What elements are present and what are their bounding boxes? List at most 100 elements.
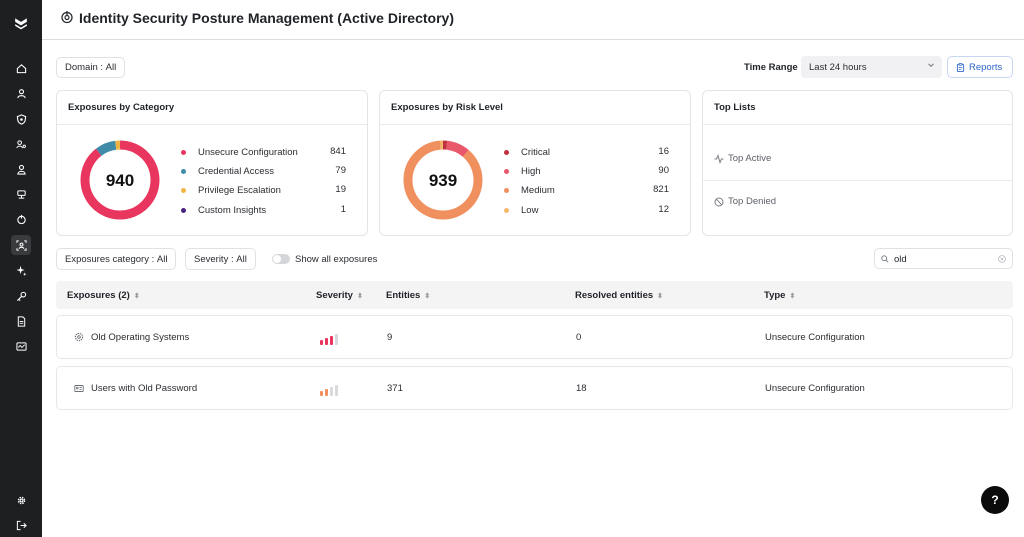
ispm-icon[interactable] [11,235,31,255]
table-row[interactable]: Users with Old Password 371 18 Unsecure … [56,366,1013,410]
entities-count: 9 [387,332,393,343]
severity-bar [335,385,338,396]
legend-dot [504,149,509,155]
top-denied-label: Top Denied [728,196,777,207]
sidebar [0,0,42,537]
activity-pulse-icon [714,153,724,164]
divider [380,124,690,125]
divider [703,180,1012,181]
legend-value: 841 [330,146,346,157]
legend-item: High [504,164,541,178]
search-value: old [894,254,907,265]
card-title: Top Lists [714,102,756,113]
exposure-type: Unsecure Configuration [765,332,865,343]
legend-item: Privilege Escalation [181,183,281,197]
column-header-severity[interactable]: Severity ⬍ [316,290,363,301]
exposures-category-filter[interactable]: Exposures category : All [56,248,177,270]
users-key-icon[interactable] [11,134,31,154]
posture-icon[interactable] [11,209,31,229]
page-title: Identity Security Posture Management (Ac… [79,10,454,26]
severity-bar [330,387,333,396]
resolved-entities-count: 0 [576,332,582,343]
legend-item: Credential Access [181,164,274,178]
domain-filter-value: All [105,62,117,73]
legend-value: 19 [335,184,346,195]
legend-value: 12 [658,204,669,215]
category-donut-chart [80,140,160,220]
domain-filter[interactable]: Domain : All [56,57,126,78]
divider [703,124,1012,125]
severity-indicator [320,384,340,396]
legend-dot [181,168,186,174]
legend-label: Custom Insights [198,204,267,216]
table-header: Exposures (2) ⬍ Severity ⬍ Entities ⬍ Resol… [56,281,1013,309]
legend-dot [504,168,509,174]
clipboard-icon [956,62,965,72]
sort-icon: ⬍ [356,293,363,300]
legend-item: Medium [504,183,555,197]
legend-dot [504,187,509,193]
legend-value: 16 [658,146,669,157]
document-icon[interactable] [11,311,31,331]
sparkle-icon[interactable] [11,260,31,280]
legend-dot [504,207,509,213]
column-header-type[interactable]: Type ⬍ [764,290,795,301]
category-total: 940 [105,171,135,190]
severity-bar [325,389,328,396]
activity-icon[interactable] [11,336,31,356]
column-header-resolved-entities[interactable]: Resolved entities ⬍ [575,290,663,301]
legend-label: Medium [521,184,555,196]
exposures-by-risk-card: Exposures by Risk Level 939 Critical 16 … [379,90,691,236]
severity-bar [320,340,323,345]
top-denied-link[interactable]: Top Denied [714,196,776,207]
exposure-name: Old Operating Systems [91,332,190,343]
sort-icon: ⬍ [657,293,664,300]
settings-gear-icon[interactable] [11,490,31,510]
risk-total: 939 [428,171,458,190]
severity-bar [330,336,333,345]
legend-value: 1 [340,204,346,215]
top-active-link[interactable]: Top Active [714,153,771,164]
user-icon[interactable] [11,83,31,103]
category-filter-value: All [156,253,168,265]
reports-button[interactable]: Reports [947,56,1013,78]
severity-bar [335,334,338,345]
legend-item: Low [504,203,538,217]
legend-value: 821 [653,184,669,195]
legend-label: High [521,165,541,177]
sort-icon: ⬍ [424,293,431,300]
legend-item: Unsecure Configuration [181,145,298,159]
posture-icon [61,11,73,24]
table-row[interactable]: Old Operating Systems 9 0 Unsecure Confi… [56,315,1013,359]
column-header-entities[interactable]: Entities ⬍ [386,290,430,301]
shield-icon[interactable] [11,109,31,129]
clear-search-icon[interactable] [998,255,1006,263]
exposures-by-category-card: Exposures by Category 940 Unsecure Confi… [56,90,368,236]
legend-item: Custom Insights [181,203,266,217]
search-input[interactable]: old [874,248,1013,269]
severity-filter[interactable]: Severity : All [185,248,256,270]
logout-icon[interactable] [11,515,31,535]
column-label: Entities [386,290,421,301]
severity-bar [320,391,323,396]
denied-icon [714,197,724,206]
time-range-select[interactable]: Last 24 hours [801,56,942,78]
home-icon[interactable] [11,58,31,78]
show-all-exposures-toggle[interactable] [272,254,290,264]
identity-icon[interactable] [11,159,31,179]
legend-dot [181,187,186,193]
logo-icon[interactable] [11,13,31,33]
network-icon[interactable] [11,184,31,204]
column-header-exposures[interactable]: Exposures (2) ⬍ [67,290,140,301]
sort-icon: ⬍ [133,293,140,300]
user-password-icon [74,385,84,392]
column-label: Exposures (2) [67,290,130,301]
help-button[interactable]: ? [981,486,1009,514]
time-range-value: Last 24 hours [809,62,867,73]
chevron-down-icon [928,63,934,68]
column-label: Severity [316,290,353,301]
legend-label: Privilege Escalation [198,184,281,196]
exposure-name: Users with Old Password [91,383,198,394]
category-filter-label: Exposures category : [65,253,155,265]
key-icon[interactable] [11,286,31,306]
